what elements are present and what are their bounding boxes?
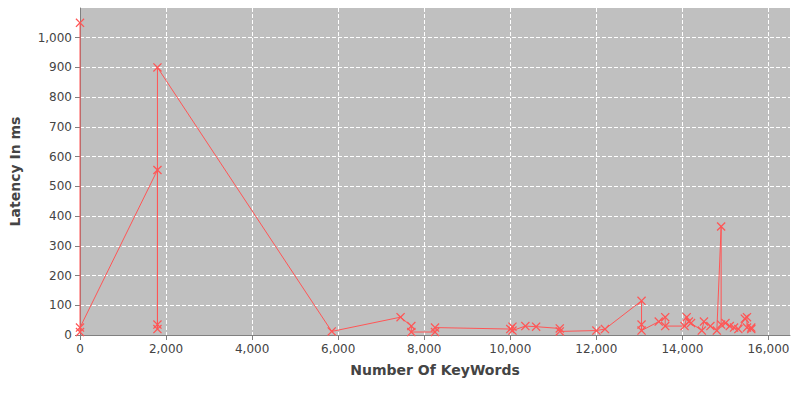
svg-text:12,000: 12,000 <box>575 342 617 356</box>
svg-text:600: 600 <box>49 150 72 164</box>
svg-text:0: 0 <box>76 342 84 356</box>
svg-text:2,000: 2,000 <box>149 342 183 356</box>
svg-text:0: 0 <box>64 328 72 342</box>
svg-text:1,000: 1,000 <box>38 31 72 45</box>
svg-text:Latency In ms: Latency In ms <box>7 117 23 227</box>
svg-text:Number Of KeyWords: Number Of KeyWords <box>350 362 519 378</box>
svg-text:16,000: 16,000 <box>747 342 789 356</box>
svg-text:8,000: 8,000 <box>407 342 441 356</box>
svg-text:200: 200 <box>49 269 72 283</box>
svg-text:500: 500 <box>49 179 72 193</box>
svg-text:100: 100 <box>49 298 72 312</box>
svg-text:10,000: 10,000 <box>489 342 531 356</box>
svg-text:700: 700 <box>49 120 72 134</box>
svg-text:14,000: 14,000 <box>661 342 703 356</box>
svg-text:800: 800 <box>49 90 72 104</box>
svg-text:400: 400 <box>49 209 72 223</box>
svg-text:900: 900 <box>49 60 72 74</box>
svg-text:4,000: 4,000 <box>235 342 269 356</box>
svg-text:300: 300 <box>49 239 72 253</box>
svg-text:6,000: 6,000 <box>321 342 355 356</box>
